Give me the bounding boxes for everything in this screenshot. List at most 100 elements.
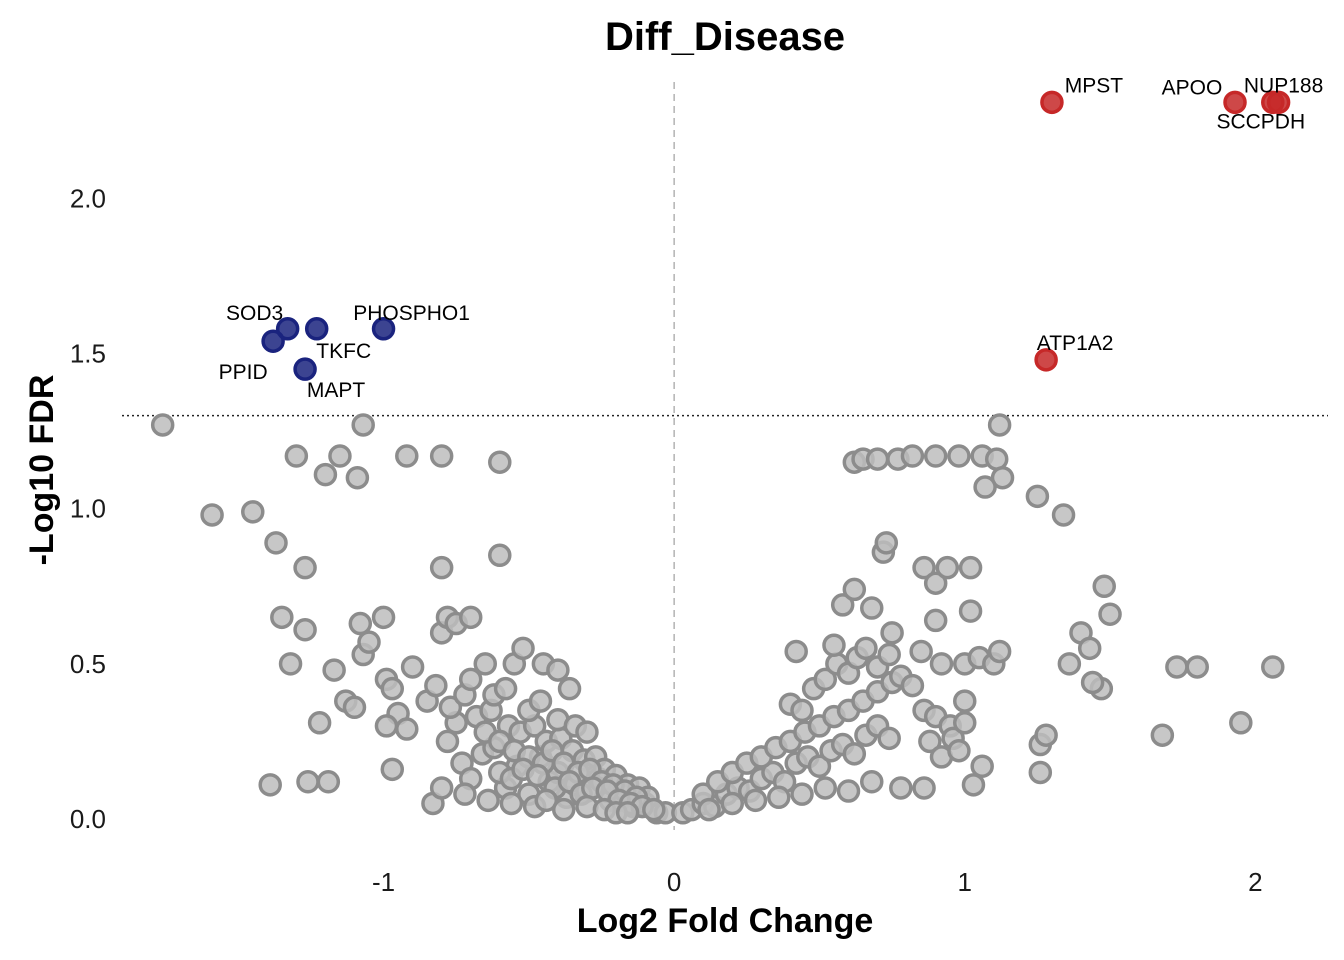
ns-point [1057,652,1082,676]
ns-point [952,711,977,735]
ns-point [371,605,396,630]
ns-point [458,667,483,692]
ns-point [1098,602,1122,626]
ns-point [380,676,405,701]
y-tick-label: 2.0 [70,184,106,214]
ns-point [860,596,884,620]
point-apoo [1223,90,1247,115]
ns-point [615,801,640,825]
ns-point [488,543,512,568]
ns-point [380,757,405,782]
ns-point [258,773,282,797]
ns-point [307,711,332,735]
ns-point [697,797,721,822]
ns-point [987,639,1012,664]
ns-point [1261,655,1285,679]
ns-point [958,555,983,580]
ns-point [351,413,375,437]
ns-point [865,447,890,471]
ns-point [511,636,535,661]
ns-point [1025,484,1050,509]
ns-point [557,676,582,701]
ns-point [345,465,370,490]
y-tick-label: 0.0 [70,804,106,834]
ns-point [912,555,936,580]
ns-point [278,652,303,676]
ns-point [546,658,570,682]
ns-point [970,754,994,778]
ns-point [435,729,460,754]
ns-point [1028,760,1053,785]
gene-labels: MPST APOO SCCPDH NUP188 ATP1A2 SOD3 TKFC PHOSPH… [219,74,1324,402]
ns-point [293,555,317,580]
ns-point [1165,655,1189,679]
ns-point [395,717,419,741]
y-tick-label: 1.0 [70,494,106,524]
ns-point [958,599,983,623]
ns-point [429,776,454,800]
ns-point [241,500,265,524]
ns-point [923,571,948,595]
ns-point [720,791,745,816]
ns-point [270,605,294,630]
point-atp1a2 [1034,348,1058,372]
ns-point [961,773,986,797]
gene-label-nup188: NUP188 [1244,74,1323,97]
ns-point [453,782,477,806]
gene-label-tkfc: TKFC [316,340,371,363]
x-tick-label: 2 [1248,867,1262,897]
ns-point [1080,670,1105,695]
x-axis-ticks: -1 0 1 2 [372,867,1263,897]
ns-point [1150,723,1175,747]
gene-label-ppid: PPID [219,361,268,384]
ns-point [493,676,518,701]
ns-point [642,797,666,822]
ns-point [424,673,448,698]
ns-point [1034,723,1058,747]
ns-point [790,698,814,723]
x-tick-label: -1 [372,867,395,897]
gene-label-atp1a2: ATP1A2 [1037,332,1114,355]
ns-point [973,475,997,499]
ns-point [488,450,512,474]
gene-label-phospho1: PHOSPHO1 [353,302,470,325]
ns-point [923,444,948,468]
ns-point [473,652,498,676]
ns-point [874,531,899,555]
ns-point [525,763,550,788]
ns-point [877,726,901,751]
point-tkfc [304,317,329,341]
ns-point [987,413,1012,437]
point-ppid [261,329,285,353]
ns-point [743,788,768,813]
ns-point [200,503,224,527]
ns-point [947,444,971,468]
ns-point [476,788,500,813]
ns-point [313,462,338,487]
point-nup188 [1266,90,1291,115]
ns-point [400,655,425,679]
ns-point [316,769,341,794]
ns-point [807,754,832,778]
gene-label-mapt: MAPT [307,379,366,402]
ns-point [1092,574,1116,599]
ns-point [830,593,855,617]
y-axis-title: -Log10 FDR [23,375,61,566]
ns-point [374,714,399,738]
ns-point [813,667,838,692]
y-tick-label: 0.5 [70,649,106,679]
point-mpst [1040,90,1064,115]
ns-point [923,608,948,633]
ns-point [767,785,791,810]
ns-point [499,791,524,816]
ns-point [551,797,576,822]
ns-point [935,555,960,580]
ns-point [836,779,861,803]
x-tick-label: 1 [958,867,972,897]
ns-point [322,658,346,682]
x-axis-title: Log2 Fold Change [577,902,874,940]
ns-point [842,742,867,766]
ns-point [296,769,320,794]
ns-point [348,611,373,636]
